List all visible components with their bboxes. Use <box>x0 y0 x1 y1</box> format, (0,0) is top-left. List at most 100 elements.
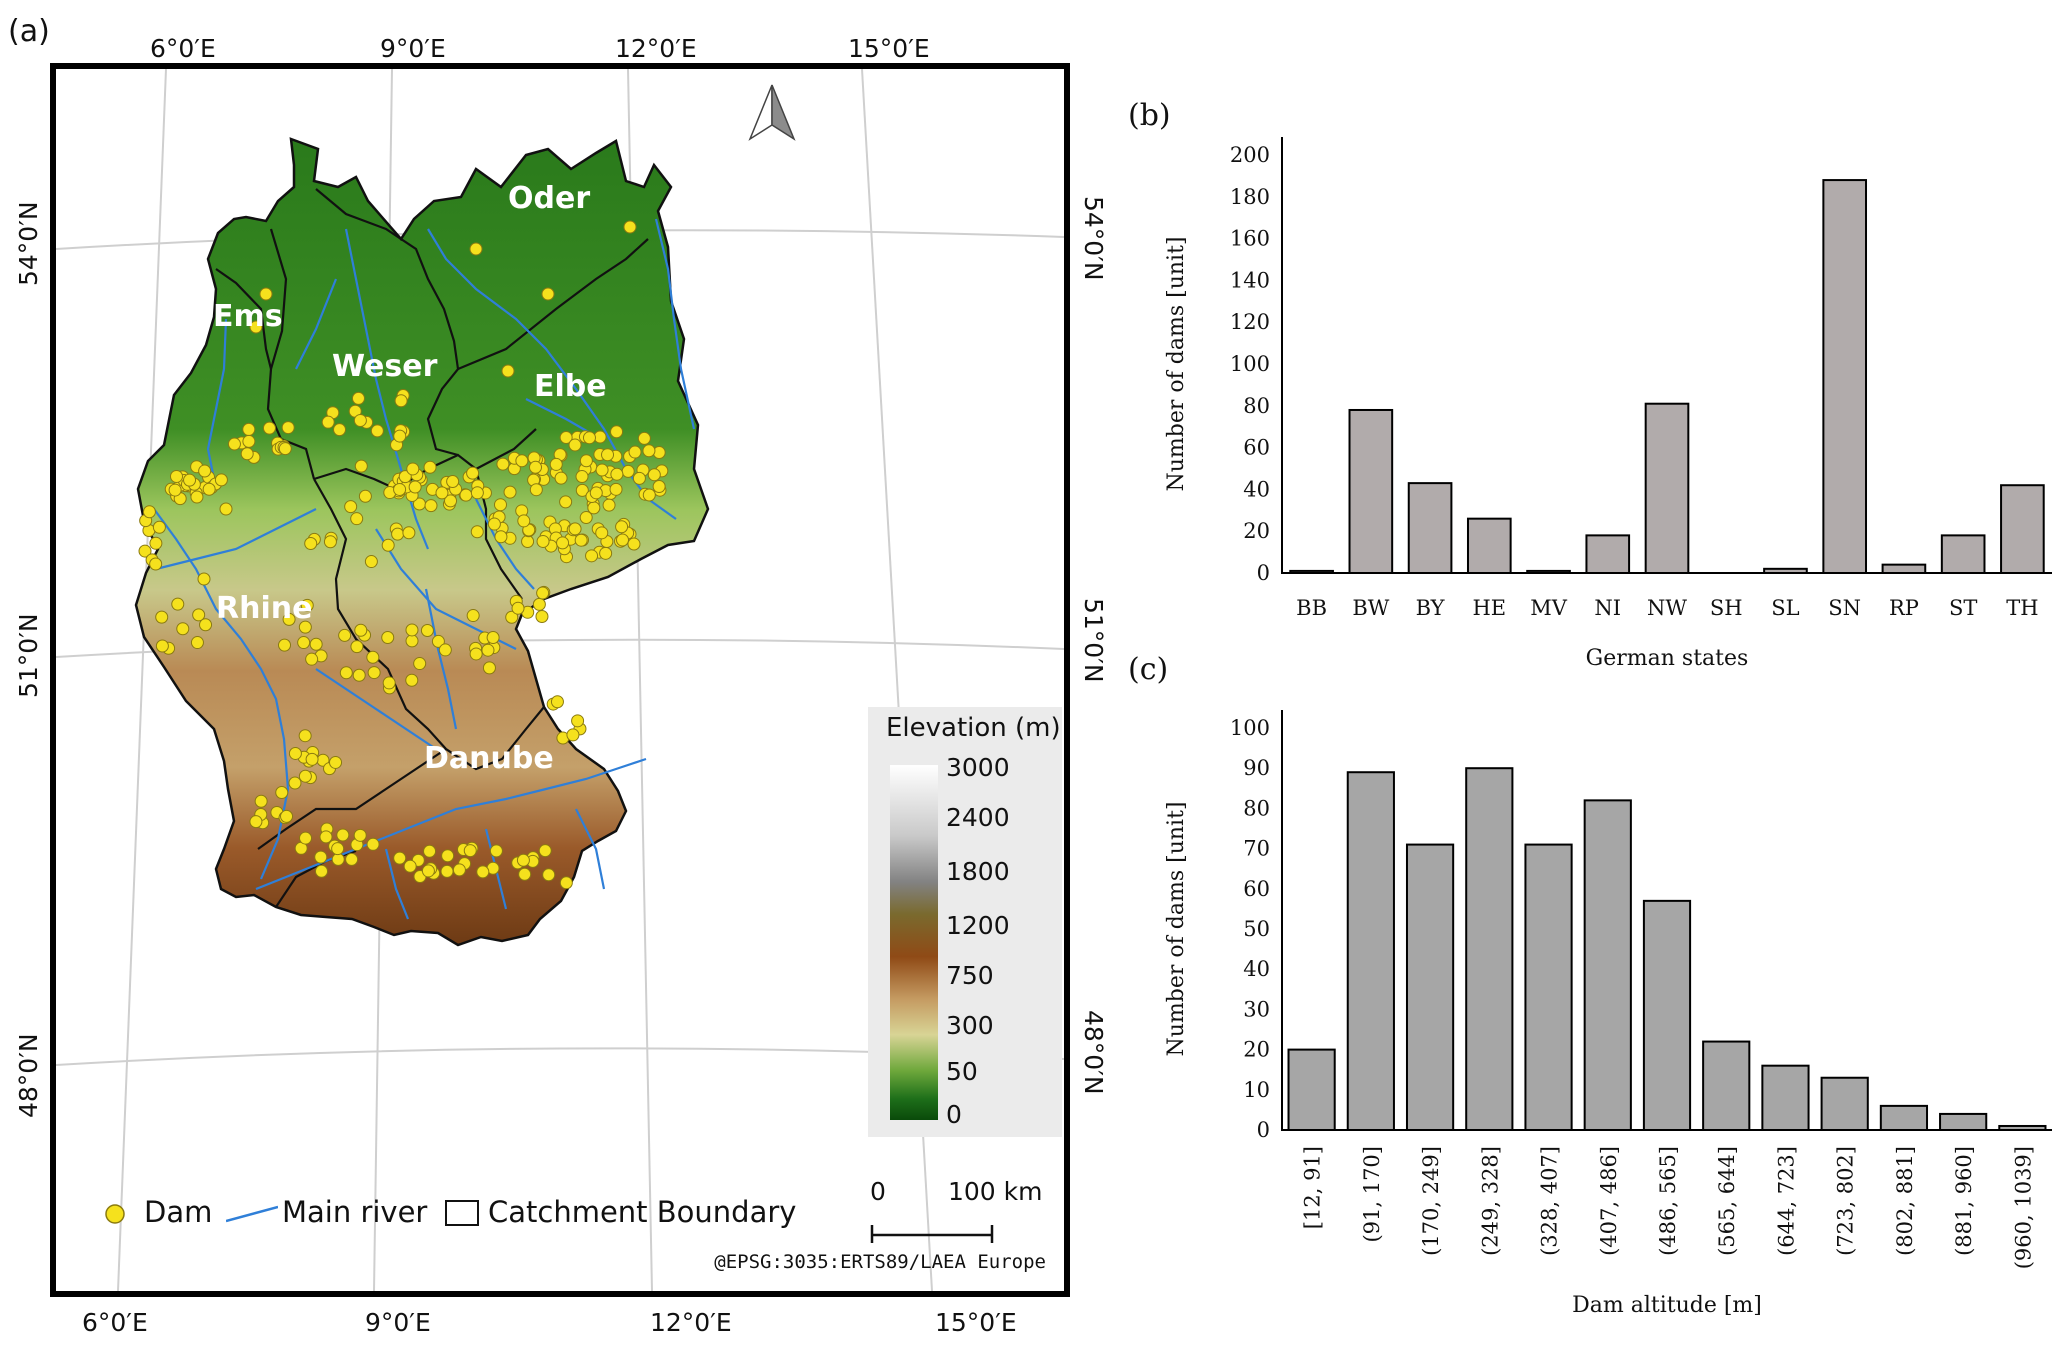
dam-point <box>481 643 495 657</box>
dam-marker-icon <box>105 1204 125 1224</box>
dam-point <box>214 473 228 487</box>
elevation-tick: 1800 <box>946 857 1010 886</box>
panel-label-a: (a) <box>8 14 50 49</box>
dam-point <box>155 610 169 624</box>
dam-point <box>142 505 156 519</box>
y-tick-label: 180 <box>1230 185 1270 209</box>
dam-point <box>240 447 254 461</box>
dam-point <box>350 512 364 526</box>
dam-point <box>262 421 276 435</box>
x-tick-label: [12, 91] <box>1301 1146 1325 1229</box>
scale-line <box>870 1225 994 1243</box>
dam-point <box>321 415 335 429</box>
dam-point <box>219 502 233 516</box>
bar <box>1644 402 1690 574</box>
dam-point <box>323 535 337 549</box>
dam-point <box>138 544 152 558</box>
dam-point <box>278 442 292 456</box>
lon-label-bottom-12: 12°0′E <box>650 1308 732 1337</box>
dam-point <box>615 520 629 534</box>
x-tick-label: BY <box>1416 596 1446 620</box>
dam-point <box>382 676 396 690</box>
dam-point <box>402 526 416 540</box>
dam-point <box>469 242 483 256</box>
dam-point <box>616 533 630 547</box>
dam-point <box>393 429 407 443</box>
x-tick-label: (407, 486] <box>1597 1146 1621 1256</box>
dam-point <box>338 628 352 642</box>
panel-label-c: (c) <box>1128 652 1169 687</box>
dam-point <box>227 437 241 451</box>
scale-bar: 0 100 km <box>868 1177 1043 1257</box>
x-tick-label: RP <box>1889 596 1919 620</box>
basin-label-elbe: Elbe <box>534 369 607 404</box>
dam-point <box>299 831 313 845</box>
dam-point <box>642 488 656 502</box>
map-frame: Oder Ems Weser Elbe Rhine Danube Elevati… <box>50 63 1070 1297</box>
x-tick-label: TH <box>2006 596 2038 620</box>
basin-label-danube: Danube <box>424 741 554 776</box>
elevation-tick: 2400 <box>946 803 1010 832</box>
bar <box>1761 1064 1810 1131</box>
dam-point <box>521 535 535 549</box>
lat-label-right-51: 51°0′N <box>1079 598 1108 683</box>
dam-point <box>568 522 582 536</box>
dam-point <box>628 445 642 459</box>
dam-points <box>138 220 669 890</box>
dam-point <box>354 459 368 473</box>
bar <box>1346 771 1395 1131</box>
dam-point <box>403 859 417 873</box>
dam-point <box>344 500 358 514</box>
dam-point <box>329 755 343 769</box>
dam-point <box>556 536 570 550</box>
y-axis-title: Number of dams [unit] <box>1164 237 1189 492</box>
dam-point <box>339 666 353 680</box>
lon-label-bottom-15: 15°0′E <box>935 1308 1017 1337</box>
dam-point <box>623 220 637 234</box>
dam-point <box>275 786 289 800</box>
x-tick-label: (644, 723] <box>1774 1146 1798 1256</box>
dam-point <box>393 851 407 865</box>
dam-point <box>538 844 552 858</box>
dam-point <box>370 424 384 438</box>
dam-point <box>610 467 624 481</box>
x-tick-label: (486, 565] <box>1656 1146 1680 1256</box>
x-tick-label: (881, 960] <box>1952 1146 1976 1256</box>
y-tick-label: 60 <box>1243 436 1270 460</box>
y-tick-label: 90 <box>1243 756 1270 780</box>
dam-point <box>579 511 593 525</box>
y-tick-label: 160 <box>1230 227 1270 251</box>
elevation-tick: 750 <box>946 961 994 990</box>
dam-point <box>424 499 438 513</box>
dam-point <box>149 557 163 571</box>
x-tick-label: SH <box>1710 596 1743 620</box>
dam-point <box>601 448 615 462</box>
dam-point <box>536 534 550 548</box>
dam-point <box>170 469 184 483</box>
dam-point <box>469 647 483 661</box>
x-tick-label: NW <box>1647 596 1687 620</box>
dam-point <box>367 666 381 680</box>
dam-point <box>503 485 517 499</box>
dam-point <box>345 852 359 866</box>
x-axis-title: German states <box>1586 646 1749 671</box>
x-tick-label: (802, 881] <box>1893 1146 1917 1256</box>
y-tick-label: 200 <box>1230 143 1270 167</box>
dam-point <box>381 538 395 552</box>
dam-point <box>452 863 466 877</box>
dam-point <box>627 537 641 551</box>
dam-point <box>353 413 367 427</box>
lat-label-left-51: 51°0′N <box>14 613 43 698</box>
dam-point <box>259 287 273 301</box>
bar <box>1881 563 1927 575</box>
dam-point <box>249 815 263 829</box>
bar <box>1998 1124 2047 1132</box>
dam-point <box>535 610 549 624</box>
dam-point <box>621 464 635 478</box>
dam-point <box>574 533 588 547</box>
dam-point <box>190 490 204 504</box>
dam-point <box>176 622 190 636</box>
x-tick-label: (328, 407] <box>1538 1146 1562 1256</box>
dam-point <box>406 462 420 476</box>
x-tick-label: (170, 249] <box>1419 1146 1443 1256</box>
